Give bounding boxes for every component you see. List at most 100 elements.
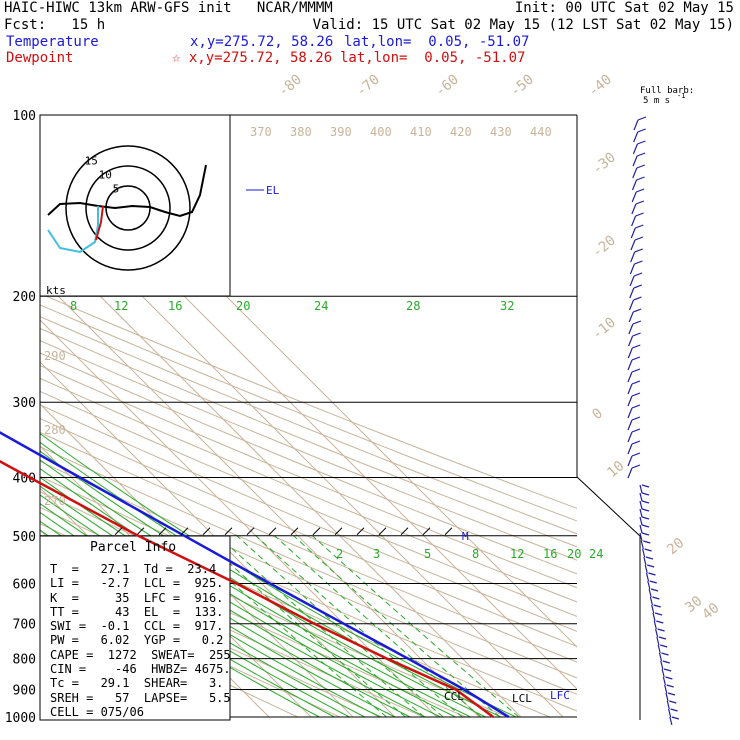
- parcel-info-row: TT = 43 EL = 133.: [50, 604, 224, 619]
- wind-barb-flag: [647, 564, 655, 568]
- wind-barb: [628, 323, 634, 335]
- wind-barb-flag: [632, 332, 641, 337]
- el-marker: EL: [266, 184, 280, 197]
- dry-adiabat: [40, 364, 577, 589]
- wind-barb-flag: [631, 440, 641, 445]
- temperature-label: Temperature: [6, 34, 99, 50]
- wind-barb-flag: [635, 224, 644, 229]
- wind-barb: [639, 524, 643, 534]
- wind-barb: [665, 692, 669, 702]
- wind-barb: [662, 676, 666, 686]
- wind-barb: [632, 155, 638, 167]
- mixing-ratio-label: 24: [314, 299, 328, 313]
- wind-barb-flag: [652, 596, 660, 600]
- wind-barb-flag: [643, 540, 651, 544]
- parcel-info-row: Tc = 29.1 SHEAR= 3.: [50, 676, 224, 691]
- model-title: HAIC-HIWC 13km ARW-GFS init NCAR/MMMM: [4, 0, 333, 16]
- wind-barb: [627, 347, 633, 359]
- wind-barb: [648, 588, 652, 598]
- isotherm-line: [40, 319, 438, 718]
- isotherm-line: [40, 277, 480, 718]
- wind-barb-flag: [632, 344, 641, 349]
- dry-adiabat: [40, 417, 577, 648]
- wind-barb-flag: [660, 644, 668, 648]
- mixing-ratio-label: 8: [472, 547, 479, 561]
- temp-axis-label: -80: [275, 72, 305, 101]
- wind-barb-flag: [633, 296, 642, 301]
- wind-barb: [631, 215, 637, 227]
- wind-barb: [649, 596, 653, 606]
- mixing-ratio-label: 12: [114, 299, 128, 313]
- wind-barb-flag: [632, 320, 642, 325]
- wind-barb: [627, 407, 633, 419]
- wind-barb-flag: [631, 464, 641, 469]
- ccl-marker: CCL: [444, 690, 464, 703]
- wind-barb-flag: [662, 660, 670, 664]
- wind-barb: [661, 668, 665, 678]
- wind-barb-flag: [654, 612, 663, 616]
- theta-label: 380: [290, 125, 312, 139]
- temp-axis-label: -10: [589, 315, 619, 344]
- temperature-latlon: lat,lon= 0.05, -51.07: [344, 34, 530, 50]
- wind-barb: [639, 492, 643, 502]
- level-tick: [290, 527, 299, 536]
- mixing-ratio-label: 16: [543, 547, 557, 561]
- wind-barb: [639, 508, 643, 518]
- wind-barb-flag: [641, 484, 650, 488]
- hodograph-units: kts: [46, 284, 66, 297]
- barb-legend-title: Full barb:: [640, 86, 695, 96]
- valid-time: Valid: 15 UTC Sat 02 May 15 (12 LST Sat …: [312, 17, 734, 33]
- isotherm-line: [40, 403, 354, 718]
- parcel-info-row: SWI = -0.1 CCL = 917.: [50, 619, 224, 634]
- wind-barb: [630, 227, 636, 239]
- pressure-label: 600: [13, 577, 36, 592]
- wind-barb-flag: [633, 272, 643, 277]
- wind-barb: [627, 455, 633, 467]
- wind-barb: [629, 263, 635, 275]
- wind-barb: [639, 500, 643, 510]
- wind-barb-flag: [653, 604, 661, 608]
- wind-barb: [632, 143, 638, 155]
- dewpoint-label: Dewpoint: [6, 50, 74, 66]
- wind-barb-flag: [644, 548, 652, 552]
- wind-barb-flag: [656, 620, 664, 624]
- wind-barb: [627, 467, 633, 479]
- wind-barb: [627, 431, 633, 443]
- parcel-info-row: PW = 6.02 YGP = 0.2: [50, 633, 224, 648]
- wind-barb: [628, 299, 635, 311]
- wind-barb-flag: [650, 588, 659, 592]
- wind-barb-flag: [641, 524, 650, 528]
- wind-barb: [639, 532, 643, 542]
- temp-axis-label: 10: [604, 458, 627, 481]
- dry-adiabat: [40, 431, 577, 663]
- mixing-ratio-line: [230, 536, 425, 718]
- wind-barb-flag: [658, 636, 667, 640]
- dry-adiabat: [40, 315, 577, 535]
- parcel-box: [39, 535, 231, 721]
- pressure-label: 800: [13, 653, 36, 668]
- theta-label: 270: [44, 494, 66, 508]
- level-tick: [136, 527, 145, 536]
- dry-adiabat: [40, 574, 341, 718]
- temperature-xy: x,y=275.72, 58.26: [190, 34, 334, 50]
- mixing-ratio-line: [230, 536, 406, 718]
- right-frame: [576, 115, 641, 720]
- wind-barb: [660, 660, 664, 670]
- lfc-marker: LFC: [550, 689, 570, 702]
- wind-barb-flag: [641, 492, 650, 496]
- wind-barb-flag: [635, 212, 644, 217]
- dry-adiabat: [40, 292, 577, 509]
- theta-label: 420: [450, 125, 472, 139]
- wind-barb: [639, 484, 643, 494]
- init-time: Init: 00 UTC Sat 02 May 15: [514, 0, 734, 16]
- theta-label: 370: [250, 125, 272, 139]
- wind-barb-flag: [665, 676, 673, 680]
- wind-barb-flag: [631, 416, 641, 421]
- temp-axis-label: -30: [589, 150, 619, 179]
- temp-axis-label: 20: [664, 535, 687, 558]
- m-marker: M: [462, 530, 469, 543]
- temp-axis-label: -20: [589, 233, 619, 262]
- level-tick: [202, 527, 211, 536]
- wind-barb: [669, 716, 673, 726]
